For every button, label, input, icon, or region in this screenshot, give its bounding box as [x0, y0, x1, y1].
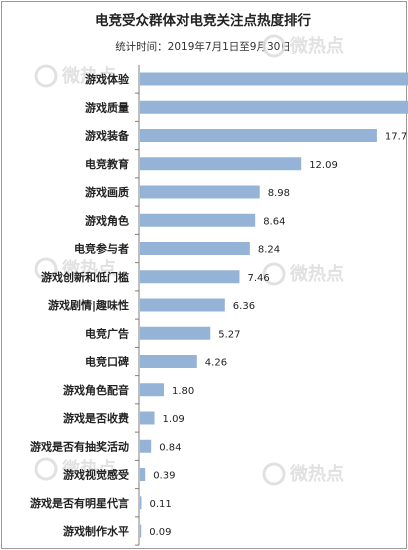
category-label: 游戏角色配音: [63, 383, 129, 397]
category-label: 游戏质量: [85, 100, 129, 114]
bar-row: 游戏是否有明星代言 0.11: [30, 496, 172, 518]
bar-row: 游戏制作水平 0.09: [63, 524, 171, 546]
bar-row: 游戏质量20.21: [85, 100, 408, 122]
watermark-icon: [262, 462, 286, 486]
watermark-icon: [262, 34, 286, 58]
category-label: 游戏创新和低门槛: [41, 270, 129, 284]
value-label: 0.39: [153, 471, 175, 482]
bar: [140, 524, 142, 538]
watermark-text: 微热点: [289, 463, 344, 485]
bar-row: 电竞教育 12.09: [85, 157, 338, 179]
bar: [140, 157, 302, 171]
value-label: 8.98: [268, 188, 290, 199]
bar: [140, 129, 377, 142]
value-label: 1.80: [172, 386, 194, 397]
value-label: 12.09: [309, 160, 338, 171]
bar-row: 电竞参与者 8.24: [74, 242, 280, 264]
value-label: 6.36: [233, 301, 255, 312]
value-label: 0.84: [159, 442, 181, 453]
watermark-text: 微热点: [289, 263, 344, 285]
category-label: 游戏角色: [85, 213, 129, 227]
watermark-logo: 微热点: [262, 262, 344, 286]
bar-row: 游戏是否有抽奖活动 0.84: [30, 439, 181, 461]
category-label: 电竞教育: [85, 157, 129, 171]
value-label: 8.64: [263, 216, 285, 227]
category-label: 游戏画质: [85, 185, 129, 199]
category-label: 游戏剧情|趣味性: [48, 298, 129, 312]
value-label: 5.27: [218, 329, 240, 340]
watermark-text: 微热点: [61, 65, 116, 87]
watermark-icon: [34, 457, 58, 481]
chart-title: 电竞受众群体对电竞关注点热度排行: [95, 13, 311, 29]
bar: [140, 355, 197, 368]
bar: [140, 411, 155, 425]
bar-row: 游戏装备 17.77: [85, 129, 408, 151]
category-label: 电竞广告: [85, 326, 129, 340]
value-label: 4.26: [205, 358, 227, 369]
value-label: 1.09: [163, 414, 185, 425]
bar-row: 游戏是否收费 1.09: [63, 411, 185, 433]
category-label: 游戏视觉感受: [63, 468, 129, 482]
watermark-text: 微热点: [61, 458, 116, 480]
bars-group: 游戏体验20.41 游戏质量20.21 游戏装备 17.77 电竞教育 12.09 游戏画质…: [30, 72, 408, 546]
bar: [140, 72, 408, 86]
bar: [140, 298, 225, 312]
watermark-text: 微热点: [61, 258, 116, 280]
watermark-logo: 微热点: [34, 257, 116, 281]
bar: [140, 213, 256, 227]
bar: [140, 468, 146, 481]
bar: [140, 242, 250, 255]
watermark-logo: 微热点: [34, 64, 116, 88]
category-label: 游戏是否有明星代言: [30, 496, 129, 510]
bar-row: 游戏创新和低门槛 7.46: [41, 270, 270, 292]
category-label: 电竞参与者: [74, 242, 129, 256]
watermark-icon: [262, 262, 286, 286]
bar: [140, 439, 152, 453]
bar: [140, 383, 164, 397]
bar: [140, 100, 408, 114]
watermark-icon: [34, 257, 58, 281]
bar-row: 游戏角色 8.64: [85, 213, 285, 235]
bar-row: 游戏剧情|趣味性 6.36: [48, 298, 255, 320]
category-label: 游戏是否收费: [63, 411, 129, 425]
value-label: 0.09: [149, 527, 171, 538]
bar-row: 电竞广告 5.27: [85, 326, 241, 348]
watermark-text: 微热点: [289, 35, 344, 57]
bar-row: 游戏视觉感受 0.39: [63, 468, 175, 490]
chart-subtitle: 统计时间：2019年7月1日至9月30日: [115, 41, 291, 53]
bar: [140, 496, 142, 510]
bar-row: 电竞口碑 4.26: [85, 355, 227, 377]
watermark-logo: 微热点: [34, 457, 116, 481]
bar: [140, 270, 240, 284]
bar-row: 游戏画质 8.98: [85, 185, 290, 207]
value-label: 17.77: [385, 132, 408, 143]
bar-row: 游戏角色配音 1.80: [63, 383, 194, 405]
watermark-logo: 微热点: [262, 462, 344, 486]
category-label: 游戏体验: [85, 72, 130, 86]
bar-row: 游戏体验20.41: [85, 72, 408, 94]
value-label: 0.11: [149, 499, 171, 510]
bar: [140, 185, 260, 199]
value-label: 7.46: [247, 273, 269, 284]
category-label: 游戏是否有抽奖活动: [30, 439, 129, 453]
value-label: 8.24: [258, 245, 280, 256]
watermark-icon: [34, 64, 58, 88]
category-label: 游戏装备: [85, 129, 130, 143]
bar: [140, 326, 211, 340]
category-label: 电竞口碑: [85, 355, 129, 369]
category-label: 游戏制作水平: [63, 524, 129, 538]
watermark-logo: 微热点: [262, 34, 344, 58]
